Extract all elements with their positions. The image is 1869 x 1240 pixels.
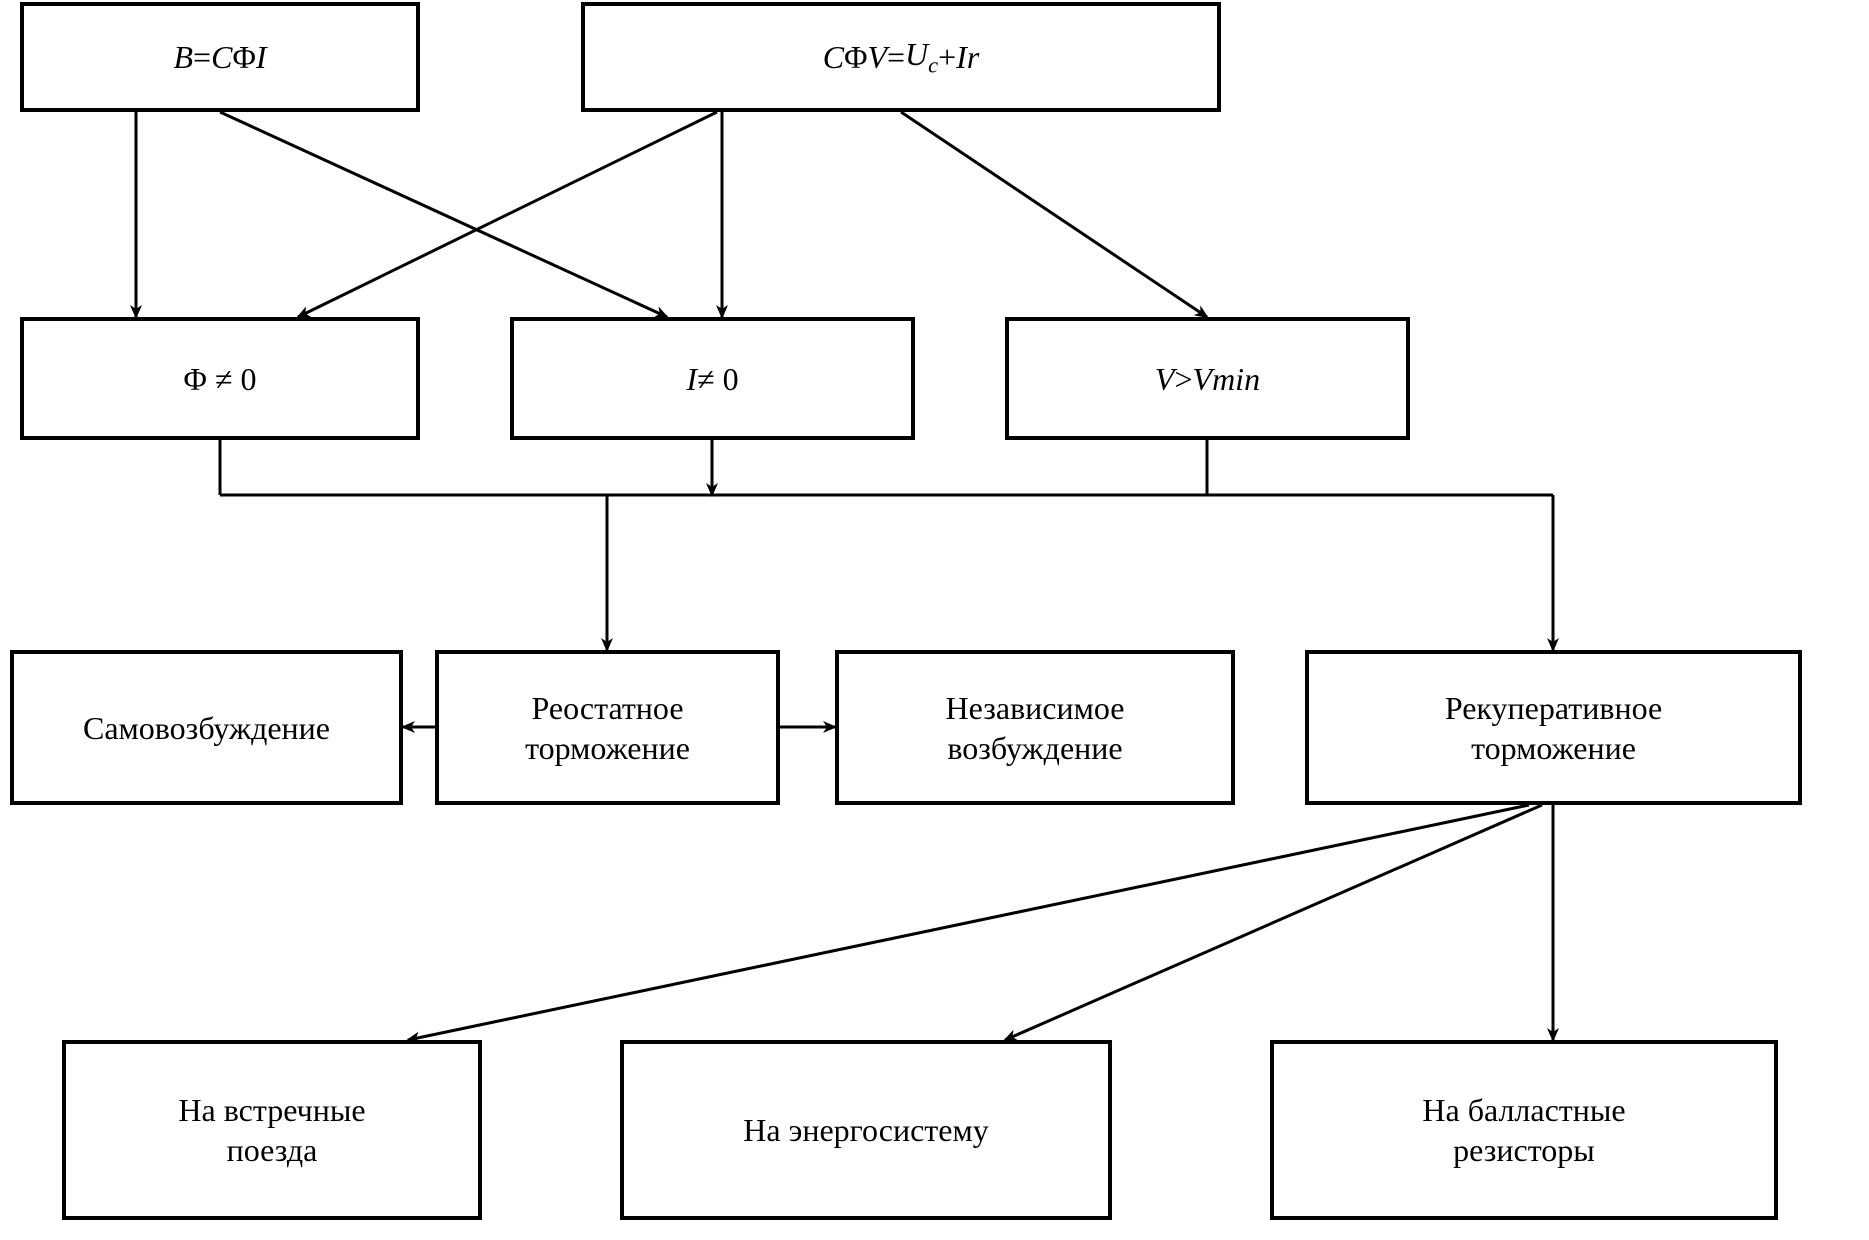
edge — [220, 112, 667, 317]
edge — [408, 805, 1529, 1040]
node-n3: Φ ≠ 0 — [20, 317, 420, 440]
node-n1: B = CΦI — [20, 2, 420, 112]
edge — [1005, 805, 1542, 1040]
node-n10: На встречныепоезда — [62, 1040, 482, 1220]
node-n8: Независимоевозбуждение — [835, 650, 1235, 805]
node-n2: CΦV=Uc+Ir — [581, 2, 1221, 112]
flowchart-canvas: B = CΦI CΦV=Uc+Ir Φ ≠ 0 I ≠ 0 V > Vmin Самово… — [0, 0, 1869, 1240]
node-n7: Реостатноеторможение — [435, 650, 780, 805]
node-n4: I ≠ 0 — [510, 317, 915, 440]
edge — [298, 112, 717, 317]
node-n5: V > Vmin — [1005, 317, 1410, 440]
node-n11: На энергосистему — [620, 1040, 1112, 1220]
node-n12: На балластныерезисторы — [1270, 1040, 1778, 1220]
edge — [901, 112, 1207, 317]
node-n6: Самовозбуждение — [10, 650, 403, 805]
node-n9: Рекуперативноеторможение — [1305, 650, 1802, 805]
